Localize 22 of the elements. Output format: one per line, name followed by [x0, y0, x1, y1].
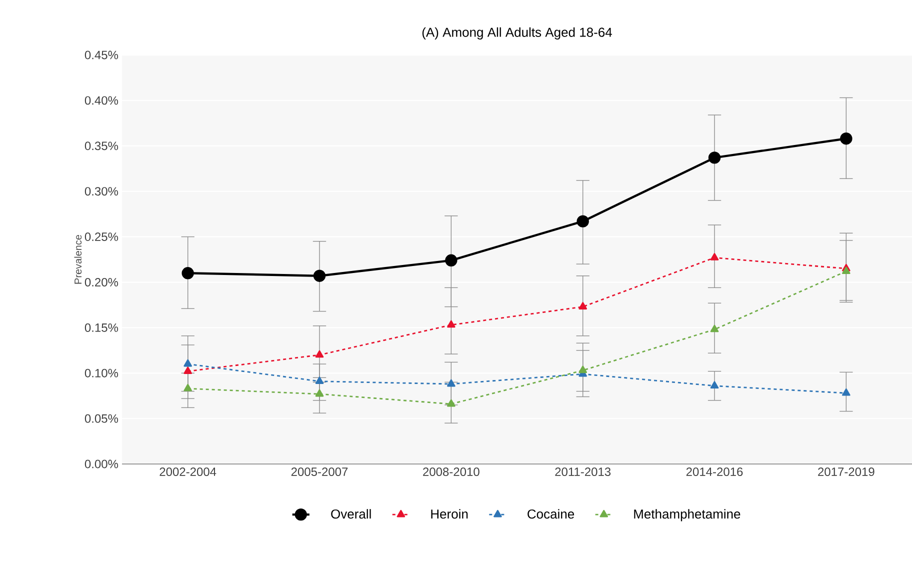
legend-label: Methamphetamine: [634, 509, 740, 522]
y-tick-label: 0.35%: [84, 142, 118, 150]
y-tick-label: 0.25%: [84, 232, 118, 242]
y-axis-title: Prevalence: [74, 234, 82, 284]
y-tick-label: 0.20%: [84, 278, 118, 286]
y-tick-label: 0.40%: [84, 96, 118, 105]
y-tick-label: 0.05%: [84, 414, 118, 423]
x-tick-label: 2014-2016: [686, 468, 743, 476]
y-tick-label: 0.45%: [84, 50, 118, 60]
x-tick-label: 2017-2019: [818, 468, 874, 476]
y-tick-label: 0.30%: [84, 187, 118, 196]
chart-title: (A) Among All Adults Aged 18-64: [422, 27, 612, 40]
x-tick-label: 2011-2013: [555, 468, 611, 476]
legend-label: Overall: [331, 509, 371, 519]
x-tick-label: 2005-2007: [291, 468, 348, 476]
y-tick-label: 0.10%: [84, 368, 118, 378]
legend-label: Cocaine: [528, 509, 574, 519]
legend-label: Heroin: [431, 509, 468, 519]
x-tick-label: 2002-2004: [160, 468, 216, 476]
y-tick-label: 0.00%: [84, 460, 118, 468]
x-tick-label: 2008-2010: [423, 468, 480, 476]
y-tick-label: 0.15%: [84, 323, 118, 332]
